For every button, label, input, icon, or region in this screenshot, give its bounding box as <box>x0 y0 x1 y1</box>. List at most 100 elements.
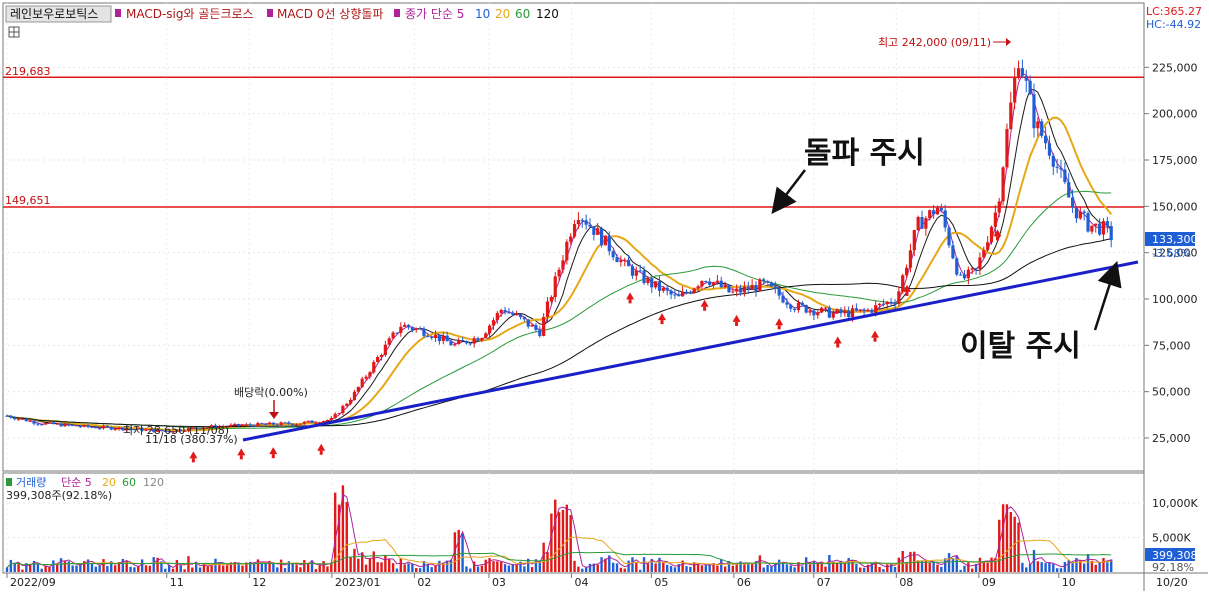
volume-bar <box>210 564 213 572</box>
volume-bar <box>465 566 468 572</box>
volume-bar <box>727 561 731 572</box>
volume-legend-ma120[interactable]: 120 <box>143 476 164 489</box>
candle-body <box>966 269 970 279</box>
reference-lines <box>3 76 1144 208</box>
candle-body <box>460 340 465 342</box>
candle-body <box>44 423 48 425</box>
volume-bar <box>584 566 588 572</box>
volume-bar <box>337 504 341 572</box>
volume-bar <box>75 565 78 572</box>
candle-body <box>82 425 86 427</box>
volume-bar <box>299 567 302 572</box>
support-trendline <box>242 260 1139 442</box>
buy-signal-stem <box>996 236 1000 241</box>
candle-body <box>414 328 418 330</box>
candle-body <box>565 241 569 261</box>
date-tick-label: 11 <box>170 576 184 589</box>
candle-body <box>345 403 349 406</box>
legend-macd-golden[interactable]: MACD-sig와 골든크로스 <box>126 7 254 21</box>
legend-ma10[interactable]: 10 <box>475 7 490 21</box>
volume-bar <box>318 565 321 572</box>
candle-body <box>657 281 662 291</box>
volume-bar <box>36 564 40 572</box>
candle-body <box>1067 182 1071 198</box>
volume-bar <box>110 561 113 572</box>
candle-body <box>623 259 627 261</box>
volume-bar <box>322 561 325 572</box>
volume-bar <box>959 569 962 572</box>
volume-bar <box>333 492 337 572</box>
legend-ma60[interactable]: 60 <box>515 7 530 21</box>
candle-body <box>1094 223 1098 226</box>
volume-legend-ma20[interactable]: 20 <box>102 476 116 489</box>
candle-body <box>823 307 828 309</box>
low-annotation: 최저 28,650 (11/08) <box>123 424 229 437</box>
candle-body <box>603 235 608 246</box>
volume-bar <box>306 563 310 572</box>
volume-bar <box>982 562 985 572</box>
candle-body <box>974 268 978 270</box>
candle-body <box>94 427 98 429</box>
volume-bar <box>820 561 823 572</box>
candle-body <box>677 294 681 297</box>
legend-ma120[interactable]: 120 <box>536 7 559 21</box>
candle-body <box>310 420 314 423</box>
candle-body <box>750 284 754 290</box>
candle-body <box>484 333 488 339</box>
volume-bar <box>515 564 518 572</box>
last-price-tag <box>1145 232 1195 246</box>
candle-body <box>1086 213 1090 232</box>
dividend-arrow-head <box>269 412 279 419</box>
volume-bar <box>750 563 754 572</box>
volume-bar <box>882 569 885 572</box>
legend-macd-zero[interactable]: MACD 0선 상향돌파 <box>277 7 383 21</box>
volume-bar <box>279 559 283 572</box>
candle-body <box>1020 68 1025 76</box>
volume-bar <box>17 564 20 572</box>
volume-current: 399,308주(92.18%) <box>6 489 112 502</box>
candle-body <box>5 415 9 417</box>
candle-body <box>843 310 847 314</box>
candle-body <box>858 309 862 311</box>
symbol-box[interactable] <box>5 5 112 23</box>
candle-body <box>619 260 623 263</box>
volume-legend-label[interactable]: 거래량 <box>16 476 46 489</box>
buy-signal-stem <box>905 291 909 296</box>
buy-signal-stem <box>777 325 781 330</box>
volume-bar <box>994 558 997 572</box>
candle-body <box>352 391 357 400</box>
candle-body <box>1059 167 1063 170</box>
volume-legend-ma60[interactable]: 60 <box>122 476 136 489</box>
volume-bar <box>1059 568 1063 572</box>
volume-bar <box>191 567 194 572</box>
candle-body <box>904 267 909 276</box>
candle-body <box>271 422 275 425</box>
buy-signal-arrow <box>189 451 198 459</box>
candle-body <box>210 425 214 428</box>
volume-bar <box>635 561 638 572</box>
lc-value: LC:365.27 <box>1146 5 1202 18</box>
volume-bar <box>943 558 947 572</box>
volume-bar <box>1110 559 1113 572</box>
candle-body <box>1028 80 1032 95</box>
volume-bar <box>766 564 769 572</box>
legend-ma20[interactable]: 20 <box>495 7 510 21</box>
candle-body <box>711 282 716 285</box>
volume-legend-ma5[interactable]: 단순 5 <box>61 476 92 489</box>
candle-body <box>426 335 430 337</box>
candle-body <box>959 274 963 276</box>
buy-signal-stem <box>703 306 707 311</box>
candle-body <box>71 425 75 427</box>
volume-bar <box>472 561 476 572</box>
legend-marker-ma <box>394 9 400 17</box>
candle-body <box>1098 223 1102 235</box>
volume-bar <box>978 557 982 572</box>
volume-bar <box>480 565 484 572</box>
candle-body <box>410 327 414 330</box>
volume-bar <box>673 567 677 572</box>
legend-ma5[interactable]: 종가 단순 5 <box>405 7 464 21</box>
candle-body <box>951 245 955 259</box>
date-tick-label: 03 <box>492 576 506 589</box>
volume-bar <box>577 566 580 572</box>
